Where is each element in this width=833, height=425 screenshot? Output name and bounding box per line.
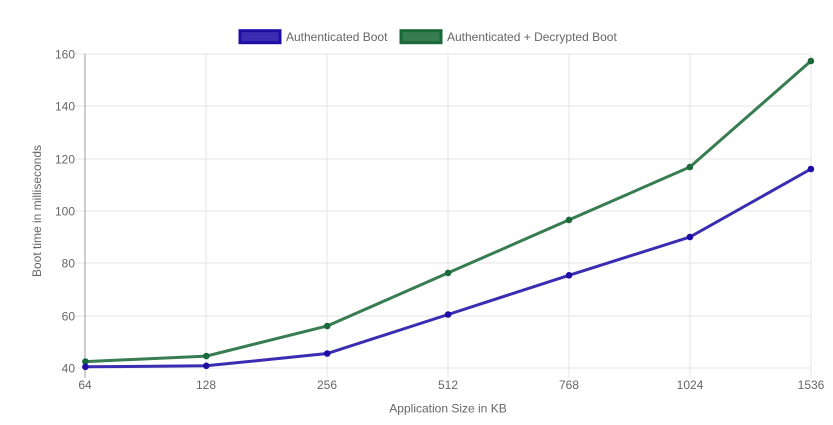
svg-text:120: 120 — [55, 152, 75, 166]
svg-text:256: 256 — [317, 378, 337, 392]
svg-text:Authenticated + Decrypted Boot: Authenticated + Decrypted Boot — [447, 30, 617, 44]
svg-text:64: 64 — [78, 378, 92, 392]
svg-text:1024: 1024 — [677, 378, 704, 392]
svg-text:Boot time in milliseconds: Boot time in milliseconds — [30, 145, 44, 277]
svg-text:80: 80 — [62, 256, 76, 270]
svg-text:512: 512 — [438, 378, 458, 392]
svg-text:160: 160 — [55, 47, 75, 61]
svg-text:768: 768 — [559, 378, 579, 392]
svg-text:Application Size in KB: Application Size in KB — [389, 401, 506, 415]
svg-text:128: 128 — [196, 378, 216, 392]
svg-text:1536: 1536 — [798, 378, 825, 392]
svg-text:60: 60 — [62, 309, 76, 323]
svg-text:Authenticated Boot: Authenticated Boot — [286, 30, 388, 44]
svg-text:140: 140 — [55, 99, 75, 113]
svg-text:40: 40 — [62, 361, 76, 375]
svg-text:100: 100 — [55, 204, 75, 218]
